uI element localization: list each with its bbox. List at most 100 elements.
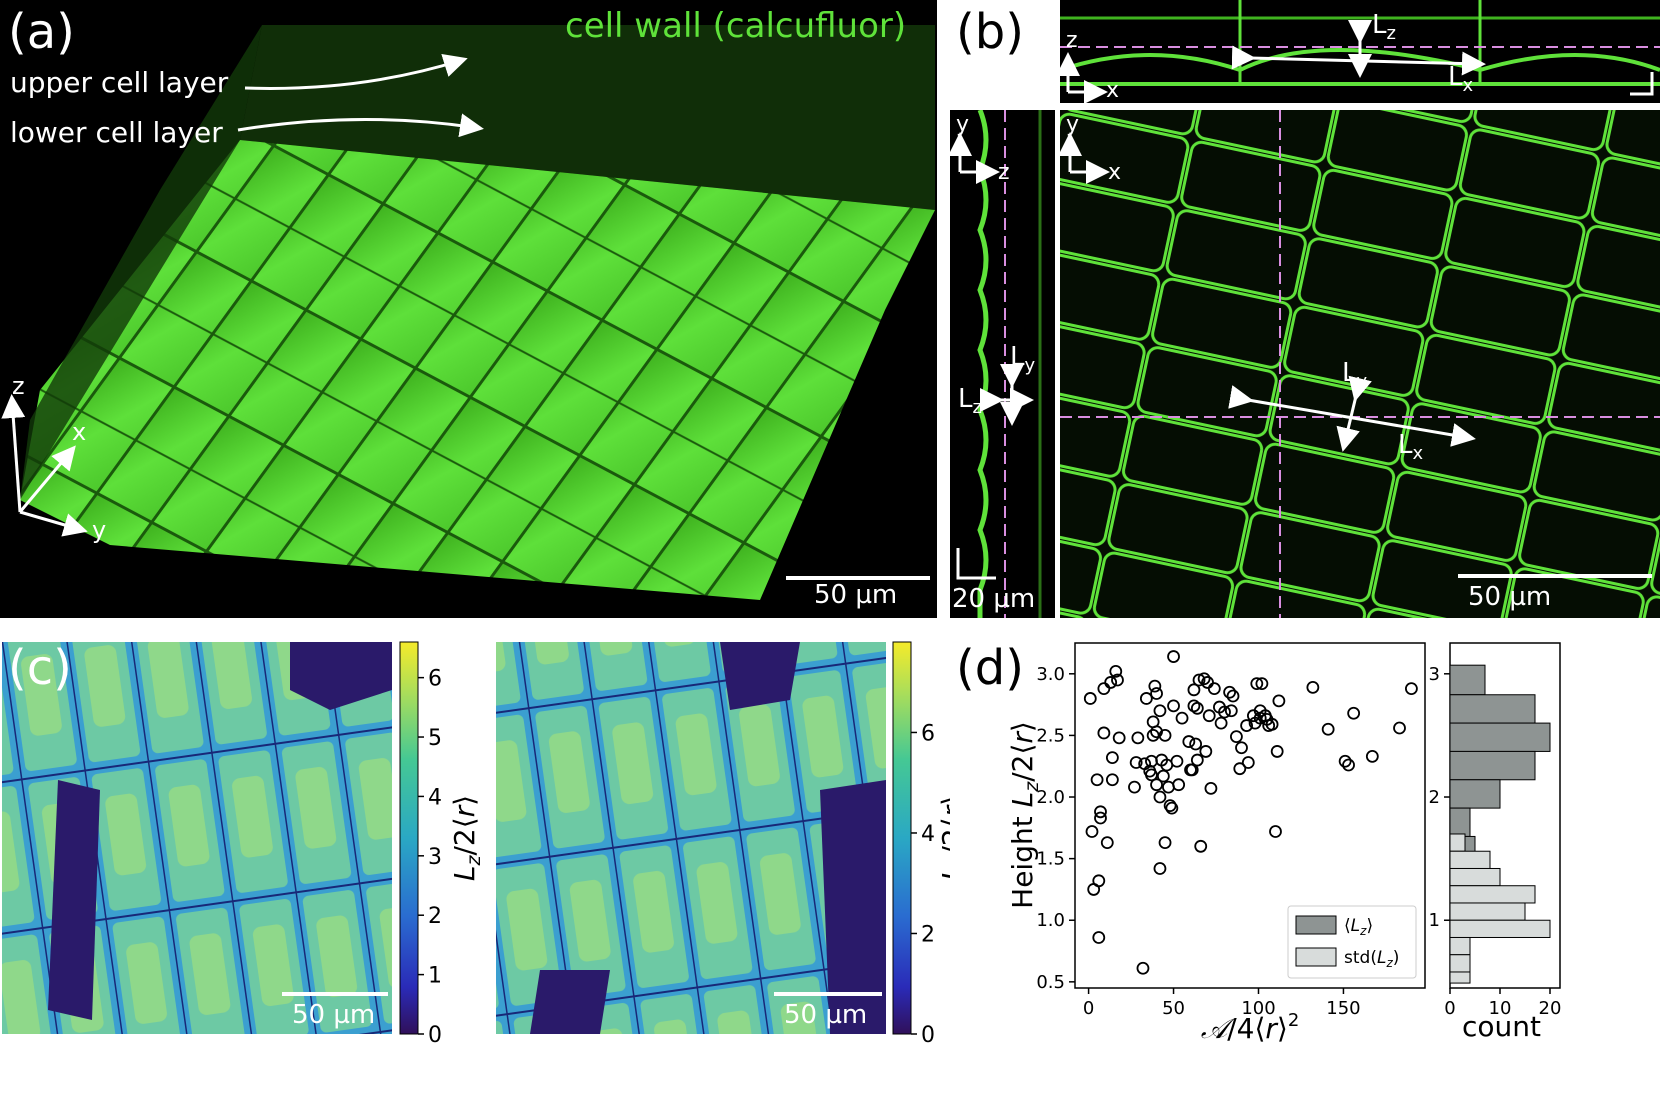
panel-c: 0 1 2 3 4 5 6 0 2 4 6 Lz/2⟨r⟩ Lz/2⟨r⟩ [2, 641, 950, 1048]
y-tick-label: 3.0 [1036, 664, 1065, 685]
scatter-point [1138, 757, 1152, 771]
scatter-points [1083, 650, 1418, 975]
panel-b-xz-view: z x Lz Lx [1060, 0, 1660, 103]
scatter-point [1167, 650, 1180, 663]
scatter-point [1158, 729, 1172, 742]
scatter-point [1087, 883, 1101, 896]
scatter-point [1150, 725, 1163, 739]
scatter-point [1189, 737, 1203, 751]
hole-left [48, 780, 100, 1020]
legend-mean: ⟨Lz⟩ [1344, 916, 1373, 938]
legend-swatch-std [1295, 947, 1337, 967]
hist-bar [1449, 954, 1471, 973]
xy-axis-x: x [1108, 160, 1122, 185]
scatter-point [1163, 799, 1177, 813]
scatter-point [1190, 753, 1204, 767]
legend-std: std(Lz) [1344, 948, 1399, 970]
hole-left-top [290, 642, 392, 710]
panel-b-yz-view: y z Ly Lz 20 µm [950, 110, 1055, 618]
scatter-point [1175, 711, 1189, 725]
scatter-point [1241, 756, 1255, 769]
axis-z-label-a: z [12, 372, 25, 400]
scatter-ylabel: Height Lz/2⟨r⟩ [1006, 721, 1043, 909]
legend-box [1287, 905, 1417, 979]
colorbar-tick-label: 6 [428, 667, 442, 692]
axis-x-label-a: x [72, 418, 87, 446]
scatter-point [1146, 729, 1160, 742]
scatter-point [1100, 836, 1114, 850]
hist-y-tick-label: 2 [1429, 787, 1440, 808]
xz-view-image [1060, 0, 1660, 103]
hist-bar [1449, 867, 1501, 887]
yz-ly-label: Ly [1010, 342, 1036, 377]
y-tick-label: 2.5 [1036, 725, 1065, 746]
x-tick-label: 50 [1162, 998, 1185, 1019]
scatter-point [1306, 680, 1320, 694]
yz-view-image [950, 110, 1042, 618]
scatter-point [1207, 682, 1221, 695]
scatter-point [1204, 781, 1218, 795]
scatter-point [1270, 745, 1284, 758]
scatter-point [1158, 836, 1172, 850]
hist-bar [1449, 902, 1526, 921]
colorbar-right [892, 641, 912, 1035]
hist-bar [1449, 779, 1501, 809]
scatter-point [1160, 758, 1174, 772]
hist-bar [1449, 919, 1551, 938]
hist-x-tick-label: 20 [1539, 998, 1562, 1019]
y-tick-label: 1.5 [1036, 849, 1065, 870]
xz-lz-label: Lz [1372, 10, 1396, 45]
hist-bar [1449, 750, 1536, 781]
scatter-point [1347, 706, 1361, 720]
hist-bar [1449, 949, 1456, 979]
scatter-point [1143, 764, 1157, 778]
hist-bar [1449, 920, 1456, 951]
hist-y-tick-label: 3 [1429, 664, 1440, 685]
scalebar-c-right-label: 50 µm [784, 1000, 868, 1030]
scatter-point [1150, 687, 1163, 700]
scatter-point [1167, 699, 1180, 713]
scalebar-c-left-label: 50 µm [292, 1000, 376, 1030]
scatter-point [1338, 754, 1352, 768]
colorbar-tick-label: 2 [921, 922, 935, 947]
colorbar-tick-label: 4 [428, 785, 442, 810]
scatter-point [1153, 704, 1167, 718]
y-tick-label: 1.0 [1036, 910, 1065, 931]
colorbar-tick-label: 4 [921, 822, 935, 847]
scatter-point [1187, 699, 1201, 713]
scatter-point [1170, 754, 1184, 768]
colorbar-tick-label: 5 [428, 726, 442, 751]
scatter-point [1105, 751, 1119, 764]
scatter-point [1131, 731, 1145, 745]
scatter-point [1155, 753, 1169, 767]
colorbar-tick-label: 2 [428, 904, 442, 929]
scatter-point [1365, 749, 1379, 763]
lower-layer-arrow [237, 113, 484, 138]
scatter-point [1342, 758, 1355, 772]
scatter-point [1223, 685, 1237, 699]
xz-axis-x: x [1106, 78, 1120, 103]
hist-y-tick-label: 1 [1429, 910, 1440, 931]
scatter-point [1112, 731, 1126, 745]
hist-xlabel: count [1462, 1010, 1541, 1043]
lower-cell-layer-label: lower cell layer [10, 116, 223, 149]
scatter-axes [1074, 642, 1426, 989]
scatter-point [1150, 778, 1163, 792]
y-tick-label: 0.5 [1036, 972, 1065, 993]
xy-ly-label: Ly [1342, 358, 1368, 393]
scatter-point [1190, 701, 1204, 715]
scatter-point [1090, 773, 1104, 787]
axis-z-arrow [1, 394, 26, 513]
scatter-point [1083, 692, 1097, 705]
scatter-point [1253, 711, 1267, 725]
scatter-point [1260, 712, 1274, 726]
panel-a-title: cell wall (calcufluor) [565, 6, 907, 46]
scatter-point [1153, 862, 1167, 875]
xy-view-image [1060, 110, 1660, 618]
scatter-point [1187, 683, 1201, 697]
colorbar-tick-label: 6 [921, 721, 935, 746]
axis-x-arrow [18, 445, 76, 513]
x-tick-label: 0 [1083, 998, 1094, 1019]
scatter-point [1248, 716, 1262, 730]
